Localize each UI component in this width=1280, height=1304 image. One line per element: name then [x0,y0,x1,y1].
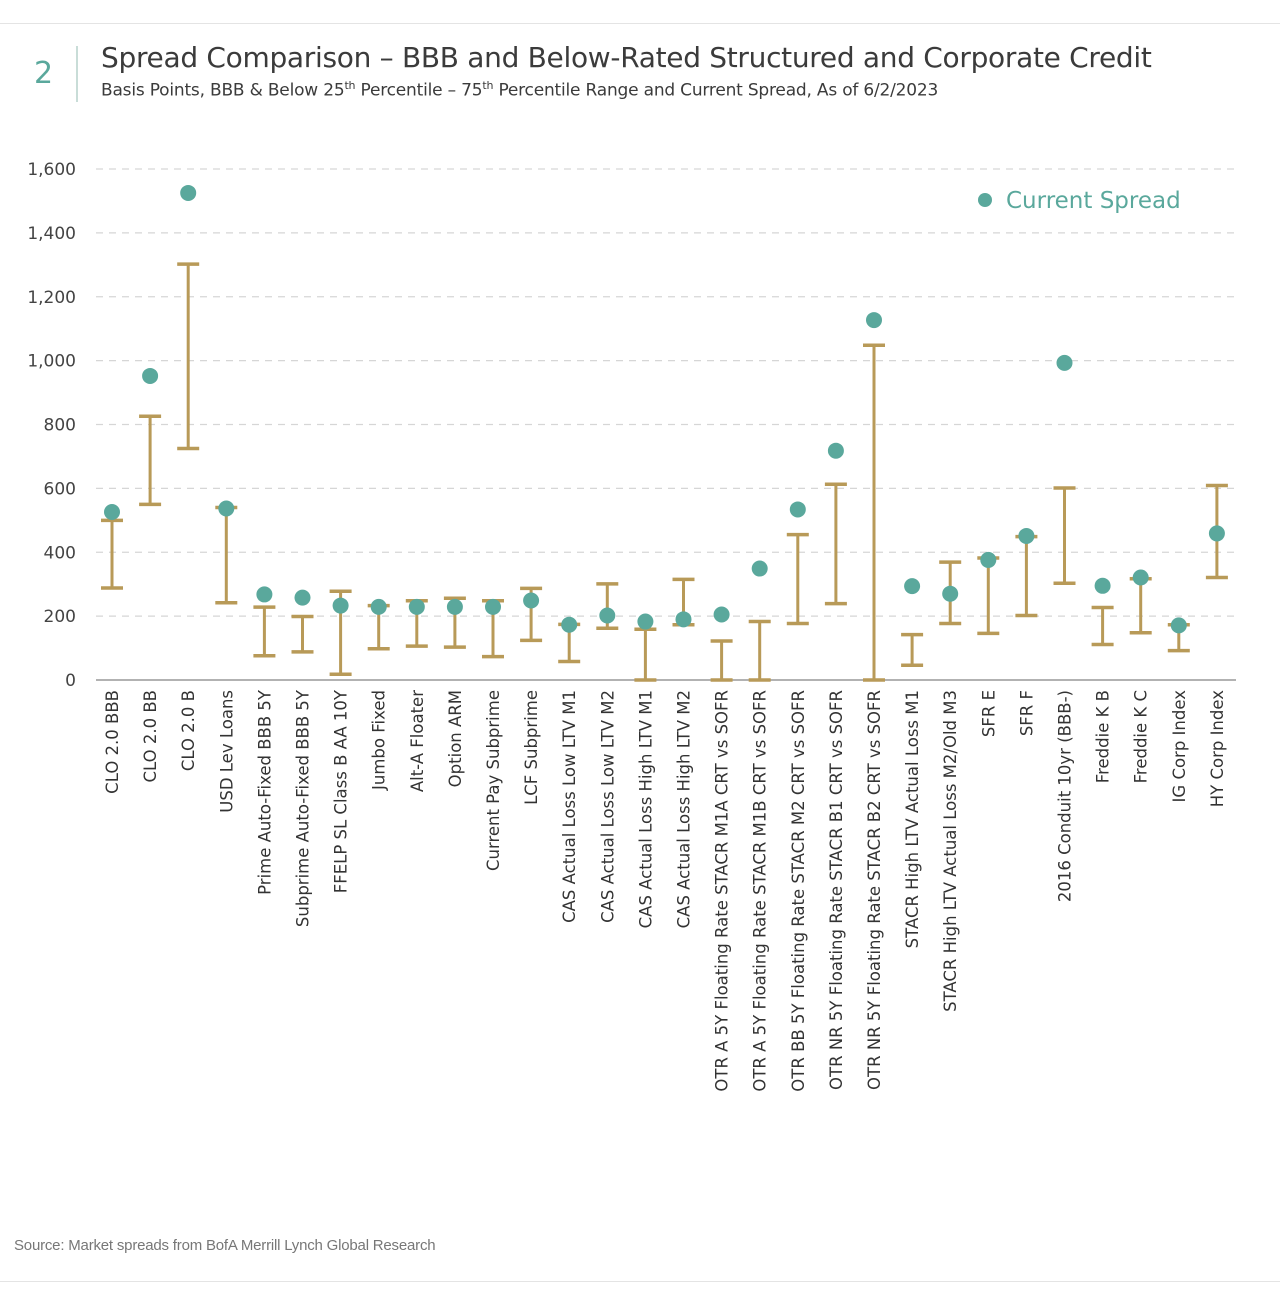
current-spread-point [1056,354,1073,371]
x-tick-label: CLO 2.0 BBB [103,690,122,794]
x-tick-label: FFELP SL Class B AA 10Y [332,689,351,893]
x-tick-label: CAS Actual Loss Low LTV M2 [598,690,617,923]
current-spread-point [789,501,806,518]
current-spread-point [1018,527,1035,544]
y-tick-label: 1,400 [27,224,76,244]
x-tick-label: Prime Auto-Fixed BBB 5Y [255,689,274,895]
current-spread-point [637,613,654,630]
x-tick-label: OTR A 5Y Floating Rate STACR M1A CRT vs … [713,690,732,1092]
x-tick-label: CAS Actual Loss High LTV M1 [636,690,655,928]
current-spread-point [332,597,349,614]
x-tick-label: Freddie K B [1094,690,1113,783]
y-tick-label: 200 [44,607,76,627]
current-spread-point [370,598,387,615]
chart-title: Spread Comparison – BBB and Below-Rated … [101,41,1152,74]
subtitle-text: Percentile – 75 [355,80,483,101]
current-spread-point [294,589,311,606]
source-note: Source: Market spreads from BofA Merrill… [14,1237,436,1254]
y-tick-label: 1,200 [27,288,76,308]
x-tick-label: CAS Actual Loss Low LTV M1 [560,690,579,923]
x-tick-label: CLO 2.0 BB [141,690,160,782]
current-spread-point [713,606,730,623]
subtitle-sup: th [344,79,356,92]
x-tick-label: LCF Subprime [522,690,541,805]
current-spread-point [599,607,616,624]
x-tick-label: SFR F [1017,690,1036,736]
y-tick-label: 0 [65,671,76,691]
top-divider [0,23,1280,24]
current-spread-point [1208,525,1225,542]
current-spread-point [942,585,959,602]
x-tick-label: CAS Actual Loss High LTV M2 [675,690,694,928]
x-tick-label: SFR E [979,690,998,737]
subtitle-text: Basis Points, BBB & Below 25 [101,80,345,101]
header-separator [76,46,78,102]
current-spread-point [980,551,997,568]
current-spread-point [904,578,921,595]
y-tick-label: 800 [44,416,76,436]
current-spread-point [675,611,692,628]
current-spread-point [485,598,501,615]
current-spread-point [408,598,425,615]
x-tick-label: STACR High LTV Actual Loss M1 [903,690,922,948]
current-spread-point [827,442,844,459]
x-tick-label: Freddie K C [1132,690,1151,783]
x-tick-label: OTR BB 5Y Floating Rate STACR M2 CRT vs … [789,690,808,1092]
legend-label: Current Spread [1006,188,1181,214]
x-tick-label: Jumbo Fixed [370,690,389,791]
current-spread-point [446,598,463,615]
x-tick-label: 2016 Conduit 10yr (BBB-) [1056,690,1075,902]
current-spread-point [218,500,235,517]
x-tick-label: Current Pay Subprime [484,690,503,871]
x-tick-label: CLO 2.0 B [179,690,198,771]
x-tick-label: OTR A 5Y Floating Rate STACR M1B CRT vs … [751,690,770,1092]
current-spread-point [1170,617,1187,634]
x-tick-label: Subprime Auto-Fixed BBB 5Y [294,689,313,927]
legend-marker [978,193,992,207]
x-tick-label: HY Corp Index [1208,690,1227,808]
x-tick-label: Option ARM [446,690,465,787]
bottom-divider [0,1281,1280,1282]
current-spread-point [180,184,197,201]
current-spread-point [751,560,768,577]
y-tick-label: 1,600 [27,160,76,180]
subtitle-text: Percentile Range and Current Spread, As … [493,80,939,101]
x-tick-label: OTR NR 5Y Floating Rate STACR B2 CRT vs … [865,690,884,1090]
current-spread-point [142,367,159,384]
current-spread-point [104,504,120,521]
current-spread-point [1094,577,1111,594]
y-tick-label: 400 [44,543,76,563]
current-spread-point [523,592,540,609]
x-tick-label: Alt-A Floater [408,690,427,792]
y-tick-label: 1,000 [27,352,76,372]
current-spread-point [561,616,578,633]
spread-chart: 0 200 400 600 800 1,000 1,200 1,400 1,600 CLO 2.0… [27,160,1236,1092]
x-tick-label: OTR NR 5Y Floating Rate STACR B1 CRT vs … [827,690,846,1090]
figure-number: 2 [34,56,54,91]
subtitle-sup: th [482,79,494,92]
current-spread-point [866,312,882,329]
x-tick-label: IG Corp Index [1170,690,1189,803]
x-tick-label: STACR High LTV Actual Loss M2/Old M3 [941,690,960,1012]
current-spread-point [1132,569,1149,586]
y-tick-label: 600 [44,479,76,499]
current-spread-point [256,586,273,603]
chart-subtitle: Basis Points, BBB & Below 25th Percentil… [101,79,938,101]
x-tick-label: USD Lev Loans [217,690,236,813]
